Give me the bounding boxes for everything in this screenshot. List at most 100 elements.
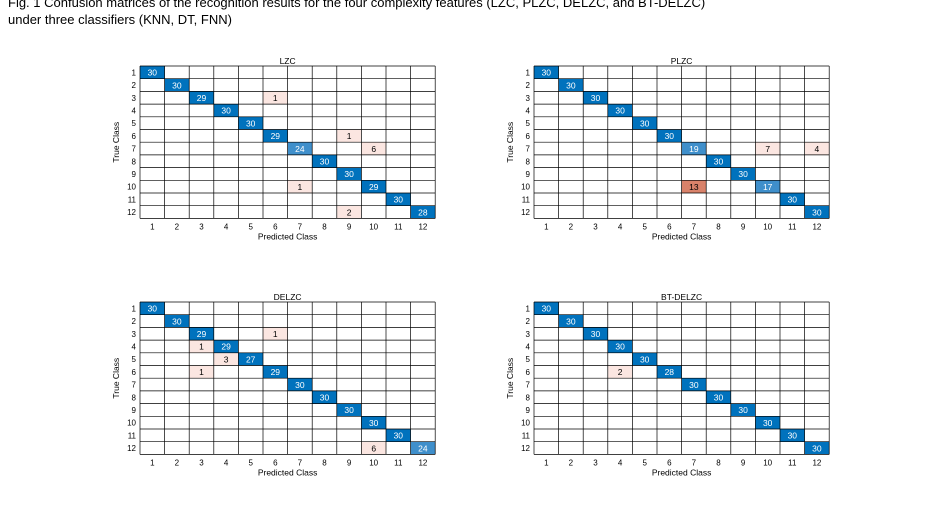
lzc-cell-r7-c10 — [361, 142, 386, 155]
lzc-cell-label-r3-c6: 1 — [273, 93, 278, 103]
lzc-xtick-6: 6 — [273, 222, 278, 231]
delzc-xtick-7: 7 — [298, 458, 303, 467]
plzc-cell-label-r6-c6: 30 — [665, 131, 675, 141]
bt-delzc-cell-label-r12-c12: 30 — [812, 443, 822, 453]
plzc-cell-r7-c10 — [755, 142, 780, 155]
delzc-xtick-9: 9 — [347, 458, 352, 467]
plzc-ytick-5: 5 — [526, 119, 531, 128]
bt-delzc-cell-r2-c2 — [558, 314, 584, 328]
plzc-ylabel: True Class — [505, 122, 515, 163]
bt-delzc-cell-label-r10-c10: 30 — [763, 418, 773, 428]
lzc-ytick-12: 12 — [127, 208, 136, 217]
delzc-title: DELZC — [274, 292, 302, 302]
delzc-cell-label-r8-c8: 30 — [320, 392, 330, 402]
plzc-cell-r11-c11 — [780, 193, 805, 206]
delzc-xlabel: Predicted Class — [258, 467, 318, 477]
bt-delzc-ytick-12: 12 — [521, 444, 530, 453]
bt-delzc-xtick-3: 3 — [593, 458, 598, 467]
lzc-cell-label-r10-c7: 1 — [298, 182, 303, 192]
plzc-cell-label-r9-c9: 30 — [738, 169, 748, 179]
delzc-xtick-6: 6 — [273, 458, 278, 467]
delzc-cell-label-r12-c12: 24 — [418, 443, 428, 453]
plzc-xtick-5: 5 — [642, 222, 647, 231]
plzc-xtick-10: 10 — [763, 222, 772, 231]
plzc-xlabel: Predicted Class — [652, 231, 712, 241]
plzc-cell-r7-c7 — [681, 142, 707, 155]
bt-delzc-ylabel: True Class — [505, 358, 515, 399]
caption-line-1: Fig. 1 Confusion matrices of the recogni… — [8, 0, 706, 10]
plzc-cell-r1-c1 — [534, 66, 559, 79]
plzc-ytick-1: 1 — [526, 68, 531, 77]
plzc-xtick-6: 6 — [667, 222, 672, 231]
lzc-cell-label-r10-c10: 29 — [369, 182, 379, 192]
delzc-cell-label-r3-c6: 1 — [273, 329, 278, 339]
lzc-ytick-10: 10 — [127, 183, 136, 192]
plzc-ytick-12: 12 — [521, 208, 530, 217]
bt-delzc-cell-r1-c1 — [534, 302, 559, 315]
lzc-ytick-4: 4 — [132, 106, 137, 115]
delzc-cell-label-r5-c4: 3 — [224, 354, 229, 364]
plzc-cell-label-r4-c4: 30 — [615, 106, 625, 116]
plzc-cell-label-r11-c11: 30 — [788, 195, 798, 205]
lzc-title: LZC — [280, 56, 296, 66]
bt-delzc-ytick-11: 11 — [522, 431, 531, 440]
bt-delzc-ytick-5: 5 — [526, 355, 531, 364]
lzc-cell-label-r9-c9: 30 — [344, 169, 354, 179]
bt-delzc-cell-r9-c9 — [730, 403, 756, 417]
bt-delzc-cell-r8-c8 — [706, 390, 731, 404]
bt-delzc-cell-label-r9-c9: 30 — [738, 405, 748, 415]
lzc-cell-label-r4-c4: 30 — [221, 106, 231, 116]
plzc-cell-label-r10-c10: 17 — [763, 182, 773, 192]
lzc-cell-label-r11-c11: 30 — [394, 195, 404, 205]
lzc-ylabel: True Class — [111, 122, 121, 163]
bt-delzc-xtick-1: 1 — [544, 458, 549, 467]
lzc-cell-label-r12-c9: 2 — [347, 207, 352, 217]
lzc-cell-label-r7-c7: 24 — [295, 144, 305, 154]
delzc-xtick-5: 5 — [248, 458, 253, 467]
delzc-cell-r12-c12 — [410, 441, 436, 455]
delzc-ytick-5: 5 — [132, 355, 137, 364]
lzc-cell-r12-c9 — [336, 205, 362, 219]
plzc-ytick-4: 4 — [526, 106, 531, 115]
bt-delzc-grid — [533, 301, 830, 455]
bt-delzc-cell-r7-c7 — [681, 378, 707, 391]
lzc-cell-label-r1-c1: 30 — [148, 68, 158, 78]
delzc-cell-r1-c1 — [140, 302, 165, 315]
lzc-cell-r11-c11 — [386, 193, 411, 206]
plzc-xtick-8: 8 — [716, 222, 721, 231]
delzc-cell-label-r7-c7: 30 — [295, 380, 305, 390]
delzc-ytick-8: 8 — [132, 393, 137, 402]
lzc-cell-r5-c5 — [238, 116, 263, 130]
lzc-xlabel: Predicted Class — [258, 231, 318, 241]
lzc-cell-r6-c9 — [336, 129, 362, 143]
bt-delzc-xtick-4: 4 — [618, 458, 623, 467]
delzc-xtick-8: 8 — [322, 458, 327, 467]
lzc-xtick-12: 12 — [418, 222, 427, 231]
plzc-cell-r5-c5 — [632, 116, 657, 130]
lzc-cell-r1-c1 — [140, 66, 165, 79]
plzc-ytick-10: 10 — [521, 183, 530, 192]
lzc-grid — [139, 65, 436, 219]
lzc-xtick-2: 2 — [175, 222, 180, 231]
lzc-ytick-3: 3 — [132, 94, 137, 103]
plzc-xtick-9: 9 — [741, 222, 746, 231]
delzc-cell-r2-c2 — [164, 314, 190, 328]
plzc-ytick-9: 9 — [526, 170, 531, 179]
lzc-xtick-8: 8 — [322, 222, 327, 231]
lzc-xtick-11: 11 — [394, 222, 403, 231]
lzc-xtick-10: 10 — [369, 222, 378, 231]
lzc-ytick-7: 7 — [132, 145, 137, 154]
bt-delzc-ytick-1: 1 — [526, 304, 531, 313]
plzc-cell-r2-c2 — [558, 78, 584, 92]
plzc-xtick-2: 2 — [569, 222, 574, 231]
plzc-cell-r10-c7 — [681, 180, 707, 193]
bt-delzc-cell-label-r3-c3: 30 — [591, 329, 601, 339]
delzc-cell-r7-c7 — [287, 378, 313, 391]
delzc-cell-r10-c10 — [361, 416, 386, 429]
plzc-cell-r10-c10 — [755, 180, 780, 193]
plzc-xtick-12: 12 — [812, 222, 821, 231]
delzc-xtick-10: 10 — [369, 458, 378, 467]
